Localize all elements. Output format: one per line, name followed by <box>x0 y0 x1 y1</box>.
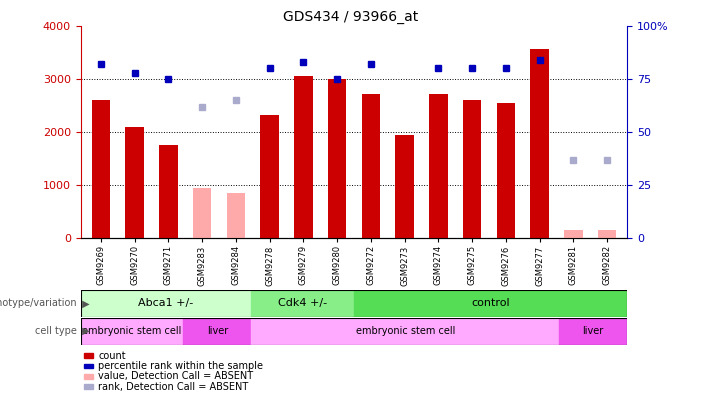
Bar <box>429 94 448 238</box>
Text: percentile rank within the sample: percentile rank within the sample <box>98 361 263 371</box>
Bar <box>294 76 313 238</box>
Bar <box>159 145 177 238</box>
Text: GDS434 / 93966_at: GDS434 / 93966_at <box>283 10 418 24</box>
Bar <box>252 318 559 345</box>
Text: Cdk4 +/-: Cdk4 +/- <box>278 298 327 308</box>
Bar <box>598 230 616 238</box>
Bar <box>81 290 252 317</box>
Text: value, Detection Call = ABSENT: value, Detection Call = ABSENT <box>98 371 253 381</box>
Bar <box>531 49 549 238</box>
Bar <box>183 318 252 345</box>
Text: embryonic stem cell: embryonic stem cell <box>355 326 455 336</box>
Bar <box>226 193 245 238</box>
Bar <box>559 318 627 345</box>
Bar <box>81 318 183 345</box>
Bar <box>463 100 482 238</box>
Bar <box>362 94 380 238</box>
Bar <box>125 127 144 238</box>
Text: embryonic stem cell: embryonic stem cell <box>82 326 182 336</box>
Text: genotype/variation: genotype/variation <box>0 298 77 308</box>
Text: cell type: cell type <box>35 326 77 336</box>
Bar <box>260 115 279 238</box>
Text: ▶: ▶ <box>79 326 90 336</box>
Text: count: count <box>98 350 125 361</box>
Bar <box>252 290 354 317</box>
Text: liver: liver <box>207 326 228 336</box>
Bar <box>328 79 346 238</box>
Bar <box>193 188 212 238</box>
Text: rank, Detection Call = ABSENT: rank, Detection Call = ABSENT <box>98 382 248 392</box>
Text: ▶: ▶ <box>79 298 90 308</box>
Text: Abca1 +/-: Abca1 +/- <box>138 298 193 308</box>
Text: control: control <box>471 298 510 308</box>
Bar <box>354 290 627 317</box>
Bar <box>92 100 110 238</box>
Text: liver: liver <box>583 326 604 336</box>
Bar <box>564 230 583 238</box>
Bar <box>496 103 515 238</box>
Bar <box>395 135 414 238</box>
